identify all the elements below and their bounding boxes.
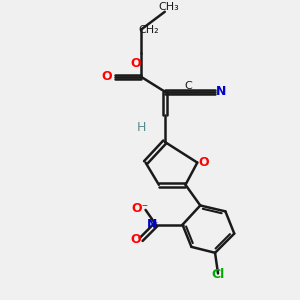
Text: CH₃: CH₃ <box>159 2 180 12</box>
Text: O: O <box>130 233 140 246</box>
Text: Cl: Cl <box>212 268 225 281</box>
Text: CH₂: CH₂ <box>138 25 159 34</box>
Text: N: N <box>216 85 226 98</box>
Text: ⁺: ⁺ <box>152 220 157 230</box>
Text: N: N <box>147 218 158 231</box>
Text: O: O <box>130 57 141 70</box>
Text: H: H <box>136 121 146 134</box>
Text: O: O <box>102 70 112 83</box>
Text: O: O <box>199 156 209 169</box>
Text: C: C <box>184 81 192 91</box>
Text: O⁻: O⁻ <box>131 202 148 215</box>
